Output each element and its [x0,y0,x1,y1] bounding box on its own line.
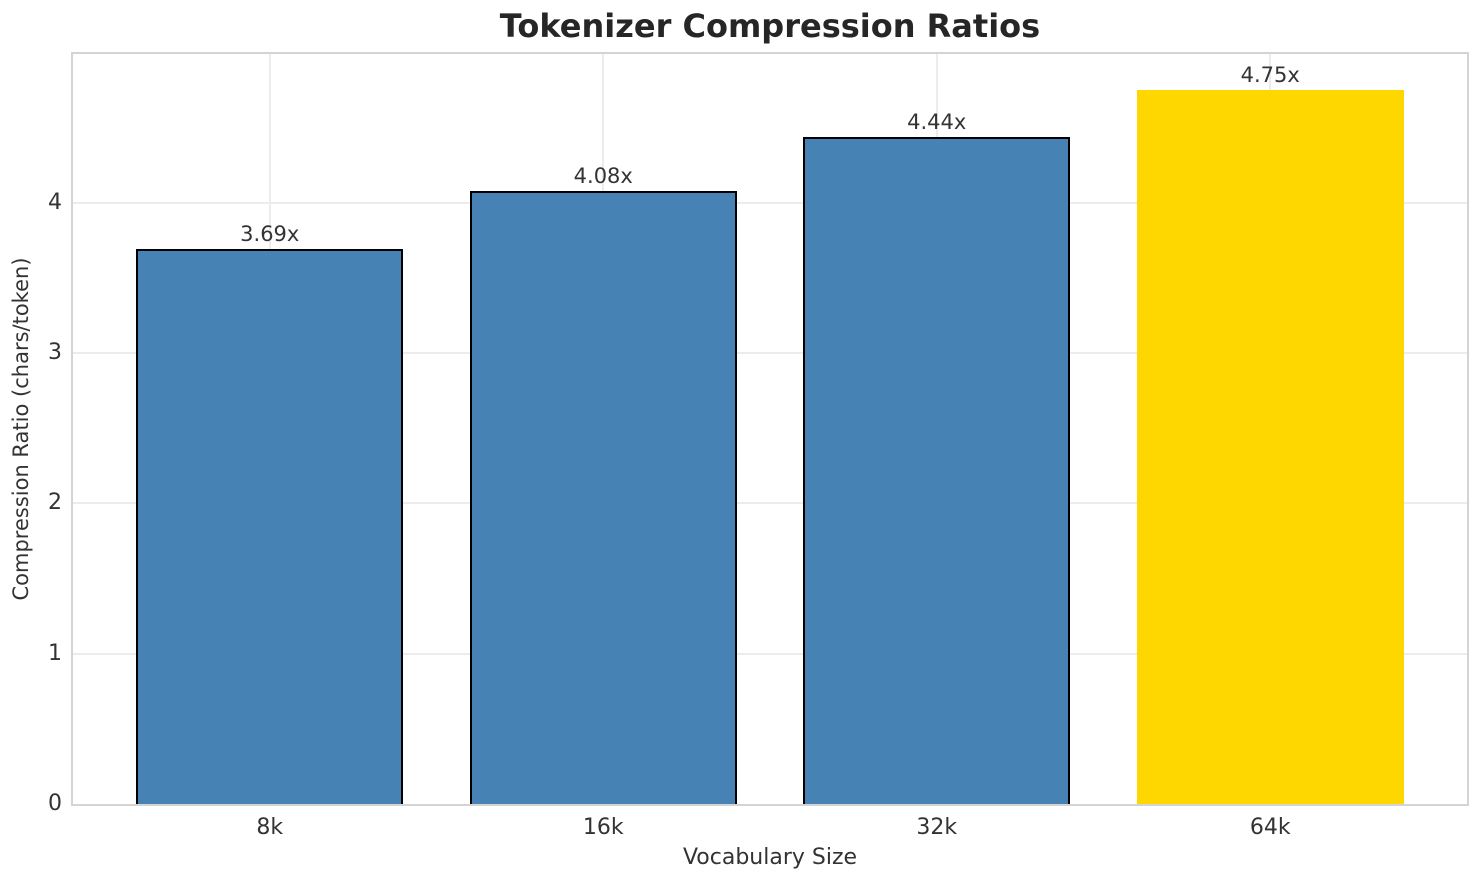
y-tick-label: 0 [48,791,62,816]
plot-area: 3.69x 4.08x 4.44x 4.75x [71,52,1469,806]
y-gridline [73,352,1467,355]
y-tick-label: 2 [48,490,62,516]
x-tick-label: 16k [582,815,624,840]
x-tick-label: 8k [256,815,284,840]
y-tick-label: 4 [48,189,62,215]
y-gridline [73,201,1467,204]
bar-value-label: 4.08x [573,163,633,188]
y-tick-label: 1 [48,640,62,666]
bar [803,136,1071,804]
bar [1136,90,1404,804]
bar [469,190,737,804]
chart-title: Tokenizer Compression Ratios [499,7,1041,45]
bar-value-label: 3.69x [240,222,300,247]
bar [136,249,404,804]
y-tick-label: 3 [48,340,62,366]
x-tick-label: 32k [916,815,958,840]
x-axis-title: Vocabulary Size [682,845,858,870]
y-gridline [73,502,1467,505]
bar-value-label: 4.75x [1240,63,1300,88]
y-gridline [73,652,1467,655]
bar-value-label: 4.44x [907,109,967,134]
x-tick-label: 64k [1249,815,1291,840]
y-axis-title: Compression Ratio (chars/token) [9,257,33,601]
